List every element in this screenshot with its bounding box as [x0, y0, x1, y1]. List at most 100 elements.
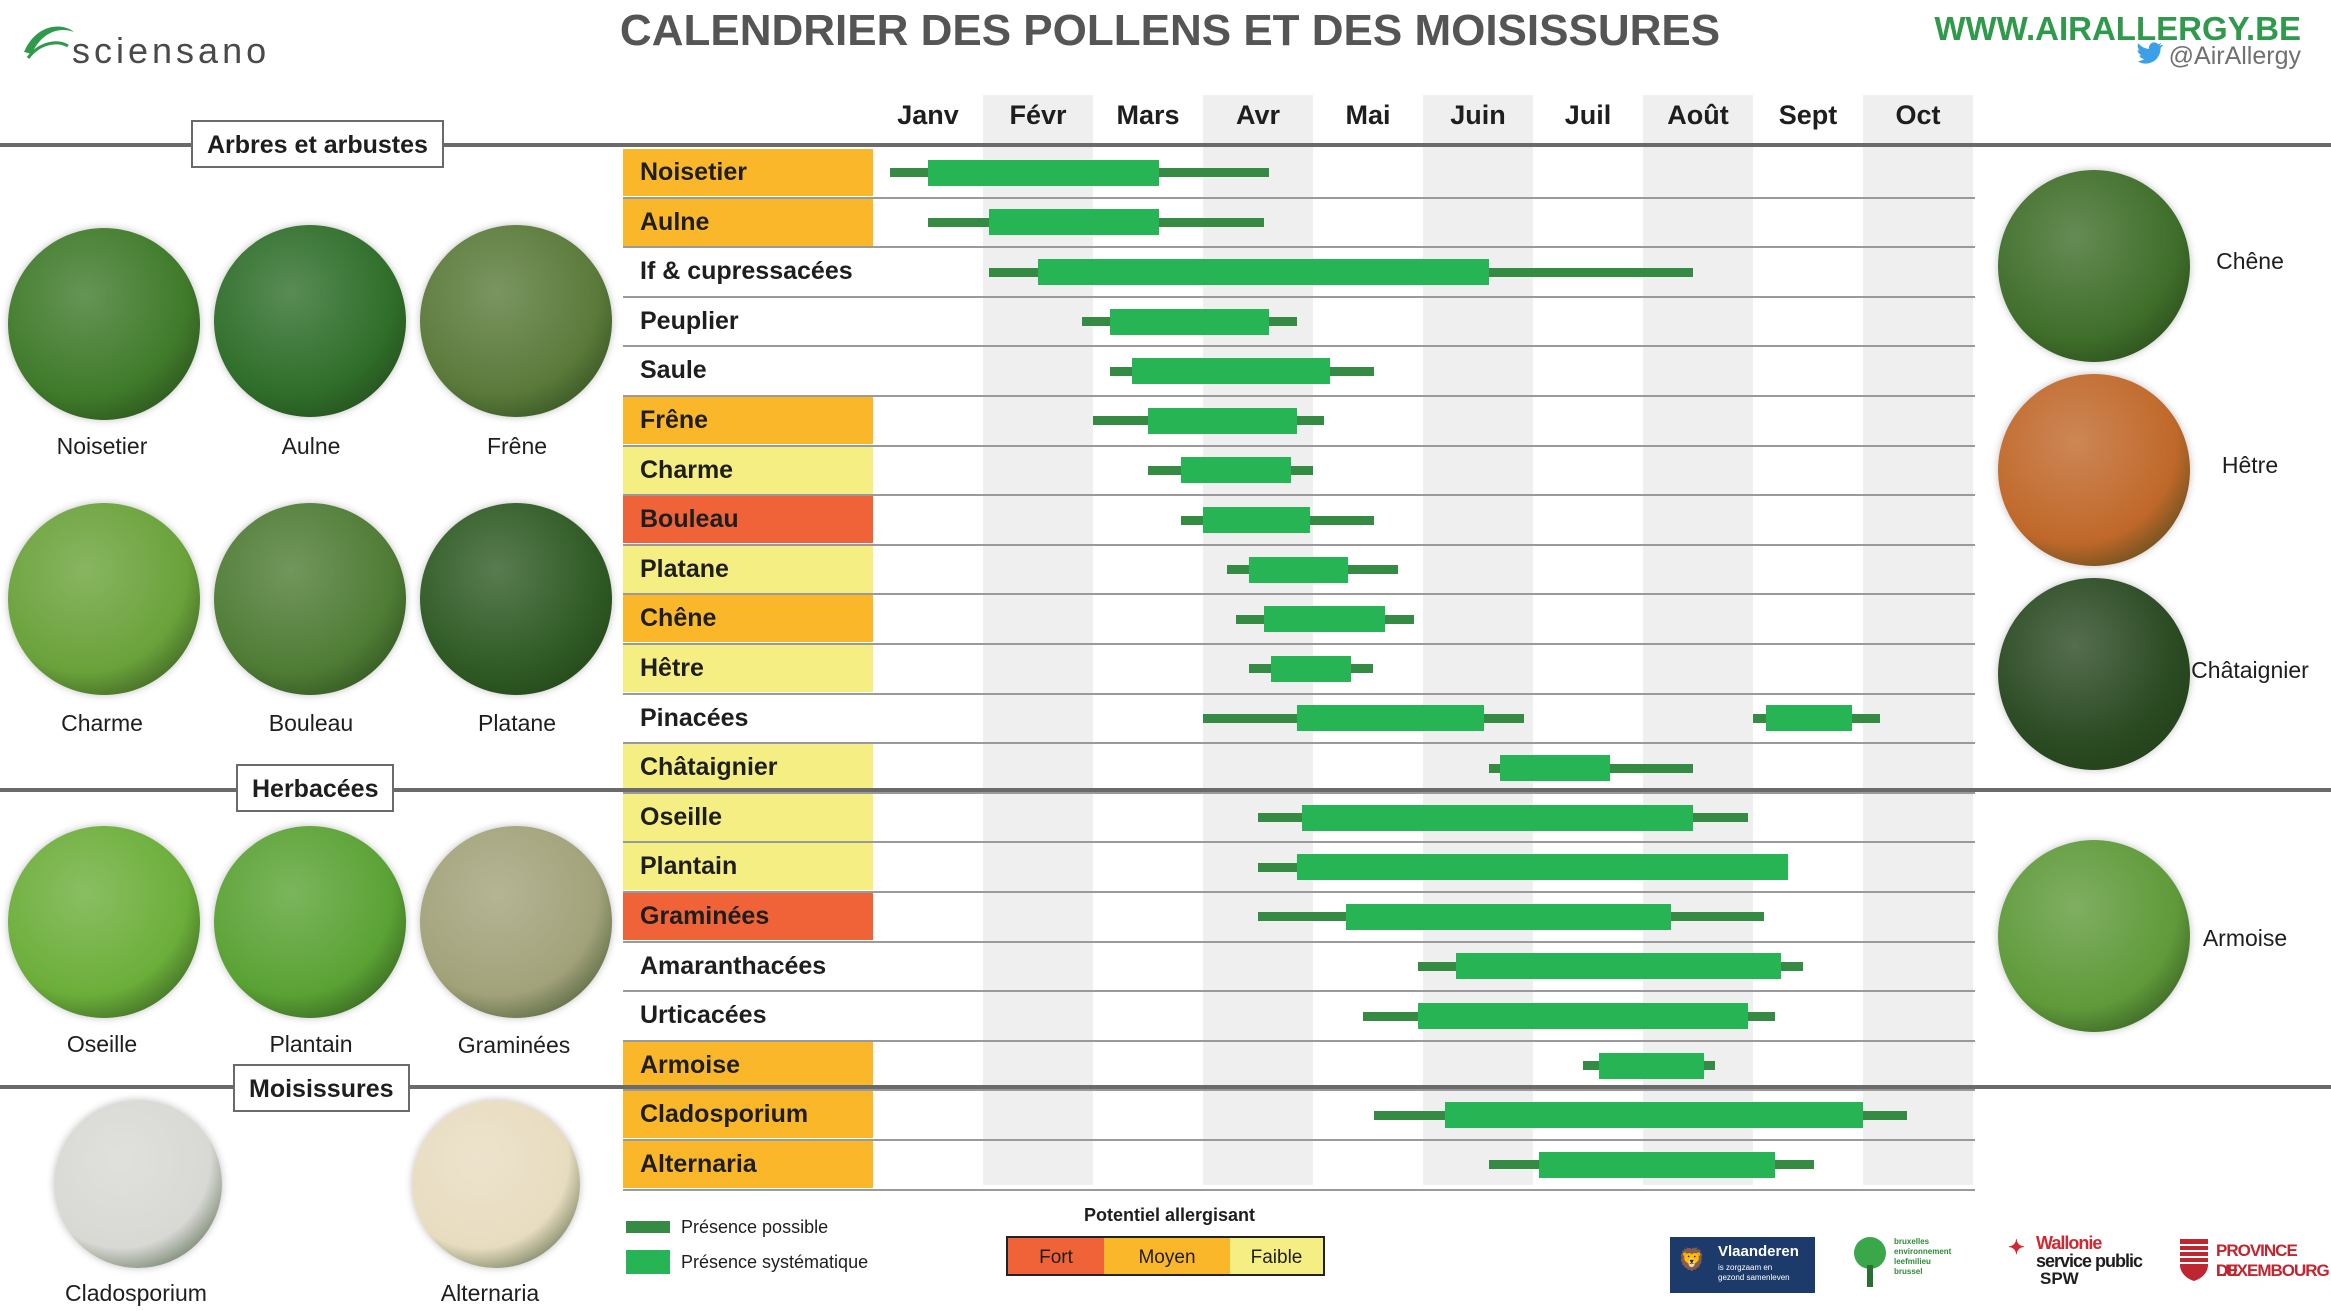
- row-divider: [623, 1139, 1975, 1141]
- photo-frene: [420, 225, 612, 417]
- month-label: Sept: [1778, 100, 1838, 130]
- month-column: [1863, 95, 1973, 1185]
- bar-systematic-peuplier: [1109, 308, 1269, 335]
- row-divider: [623, 742, 1975, 745]
- section-label-trees: Arbres et arbustes: [191, 120, 444, 168]
- photo-caption: Noisetier: [56, 433, 148, 459]
- province-luxembourg-logo: PROVINCE DE LUXEMBOURG: [2178, 1233, 2330, 1293]
- row-label-chene: Chêne: [623, 595, 873, 643]
- row-divider: [623, 841, 1975, 844]
- row-divider: [623, 791, 1975, 794]
- bar-systematic-graminees: [1346, 903, 1671, 930]
- photo-caption: Hêtre: [2221, 452, 2279, 478]
- bar-systematic-noisetier: [928, 159, 1159, 186]
- row-divider: [623, 990, 1975, 993]
- legend-label-systematique: Présence systématique: [681, 1252, 869, 1272]
- sciensano-logo-icon: [18, 18, 78, 66]
- month-label: Févr: [1009, 100, 1067, 130]
- potential-faible: Faible: [1230, 1236, 1325, 1276]
- vlaanderen-logo: 🦁 Vlaanderen is zorgzaam en gezond samen…: [1670, 1237, 1815, 1293]
- potential-title: Potentiel allergisant: [1084, 1205, 1256, 1225]
- photo-caption: Cladosporium: [65, 1280, 207, 1306]
- legend-swatch-possible: [626, 1221, 670, 1233]
- bar-systematic-pinacees: [1766, 705, 1852, 732]
- bar-systematic-chene: [1263, 606, 1385, 633]
- photo-plantain: [214, 826, 406, 1018]
- brussels-environment-logo: bruxelles environnement leefmilieu bruss…: [1850, 1233, 1970, 1293]
- bar-systematic-cladosporium: [1445, 1102, 1863, 1129]
- photo-alternaria: [412, 1100, 580, 1268]
- page-title: CALENDRIER DES POLLENS ET DES MOISISSURE…: [619, 6, 1721, 55]
- photo-oseille: [8, 826, 200, 1018]
- row-divider: [623, 444, 1975, 447]
- section-divider-herbs: [0, 788, 2331, 792]
- section-divider-trees: [0, 143, 2331, 147]
- row-label-graminees: Graminées: [623, 893, 873, 940]
- row-label-platane: Platane: [623, 545, 873, 593]
- row-divider: [623, 1089, 1975, 1092]
- section-label-molds: Moisissures: [233, 1064, 410, 1112]
- legend-label-possible: Présence possible: [681, 1217, 829, 1237]
- row-divider: [623, 494, 1975, 497]
- twitter-handle-text: @AirAllergy: [2168, 42, 2301, 70]
- bar-systematic-urticacees: [1417, 1003, 1748, 1029]
- website-link[interactable]: WWW.AIRALLERGY.BE: [1934, 10, 2301, 47]
- twitter-icon: [2137, 42, 2163, 71]
- row-label-pinacees: Pinacées: [623, 694, 873, 742]
- row-label-armoise: Armoise: [623, 1041, 873, 1089]
- month-label: Avr: [1235, 100, 1281, 130]
- bar-systematic-platane: [1249, 556, 1349, 583]
- row-label-cladosporium: Cladosporium: [623, 1091, 873, 1139]
- row-divider: [623, 395, 1975, 397]
- photo-charme: [8, 503, 200, 695]
- photo-caption: Charme: [61, 710, 143, 736]
- month-label: Juil: [1564, 100, 1612, 130]
- row-divider: [623, 1188, 1975, 1191]
- row-divider: [623, 543, 1975, 546]
- photo-caption: Platane: [477, 710, 556, 736]
- brand-name: sciensano: [72, 30, 271, 71]
- section-divider-molds: [0, 1085, 2331, 1089]
- tree-icon: [1850, 1235, 1890, 1296]
- photo-noisetier: [8, 228, 200, 420]
- bar-systematic-amaranthacees: [1456, 953, 1781, 980]
- shield-icon: [2178, 1237, 2210, 1288]
- photo-caption: Bouleau: [268, 710, 354, 736]
- month-label: Janv: [897, 100, 959, 130]
- photo-platane: [420, 503, 612, 695]
- row-divider: [623, 692, 1975, 695]
- row-label-frene: Frêne: [623, 397, 873, 444]
- bar-systematic-armoise: [1599, 1052, 1704, 1079]
- month-label: Mars: [1116, 100, 1180, 130]
- photo-chene: [1998, 170, 2190, 362]
- row-divider: [623, 593, 1975, 596]
- vlaanderen-lion-icon: 🦁: [1678, 1247, 1706, 1272]
- row-divider: [623, 196, 1975, 199]
- bar-systematic-chataignier: [1500, 755, 1610, 781]
- bar-systematic-charme: [1181, 457, 1291, 484]
- row-label-hetre: Hêtre: [623, 645, 873, 692]
- photo-hetre: [1998, 374, 2190, 566]
- photo-caption: Armoise: [2202, 925, 2288, 951]
- photo-caption: Aulne: [281, 433, 341, 459]
- photo-armoise: [1998, 840, 2190, 1032]
- row-label-bouleau: Bouleau: [623, 496, 873, 544]
- photo-caption: Châtaignier: [2191, 657, 2309, 683]
- bar-systematic-bouleau: [1203, 507, 1310, 533]
- photo-caption: Graminées: [457, 1032, 571, 1058]
- photo-aulne: [214, 225, 406, 417]
- row-divider: [623, 345, 1975, 348]
- month-label: Mai: [1345, 100, 1391, 130]
- photo-caption: Frêne: [486, 433, 548, 459]
- row-label-if-cupressacees: If & cupressacées: [623, 248, 873, 296]
- photo-caption: Alternaria: [440, 1280, 540, 1306]
- row-label-saule: Saule: [623, 347, 873, 395]
- bar-systematic-hetre: [1271, 655, 1352, 682]
- month-label: Août: [1667, 100, 1729, 130]
- photo-graminees: [420, 826, 612, 1018]
- twitter-handle[interactable]: @AirAllergy: [2137, 42, 2301, 71]
- row-label-oseille: Oseille: [623, 793, 873, 841]
- row-label-peuplier: Peuplier: [623, 297, 873, 345]
- photo-cladosporium: [54, 1100, 222, 1268]
- month-column: [1753, 95, 1863, 1185]
